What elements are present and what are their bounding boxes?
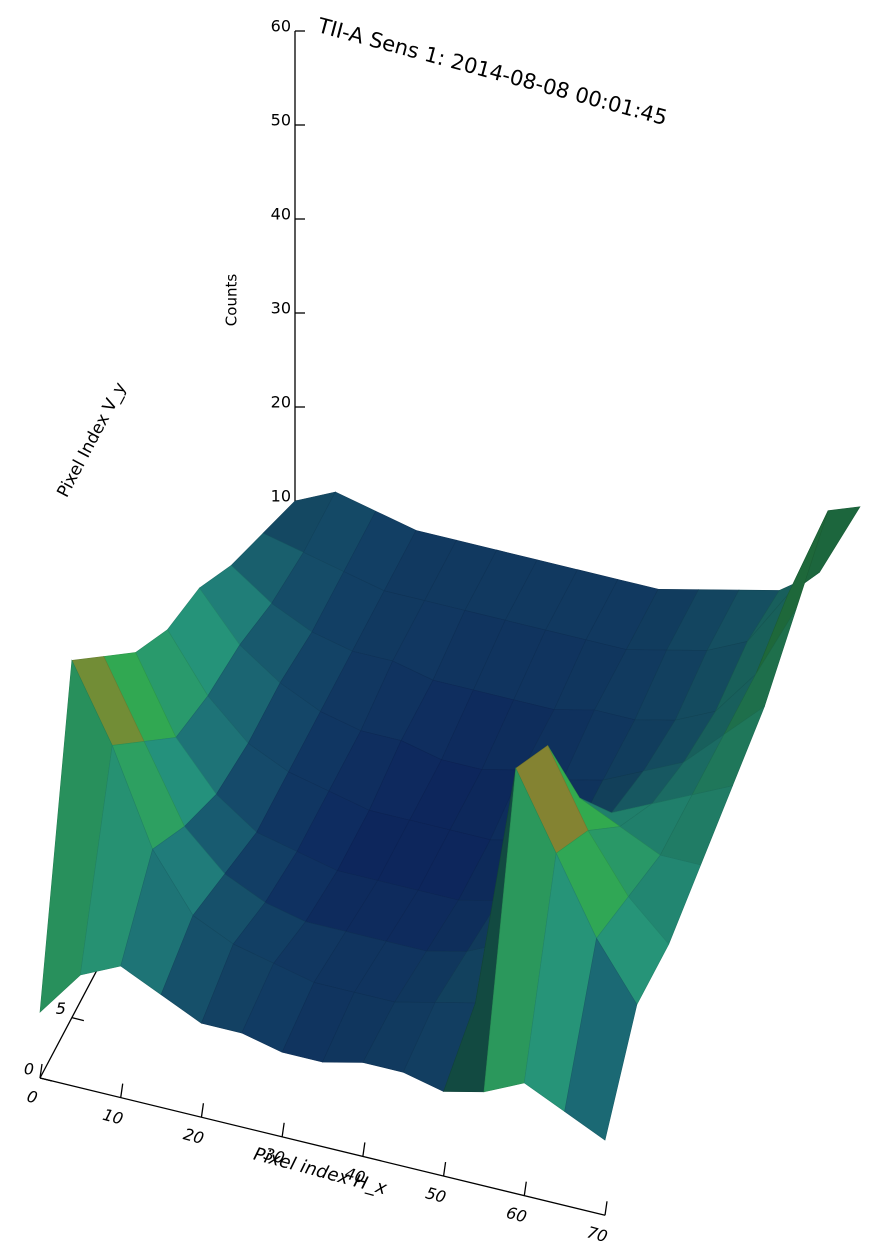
x-tick-label: 50: [424, 1183, 449, 1207]
x-tick-label: 10: [101, 1105, 126, 1129]
z-tick-label: 30: [271, 299, 291, 318]
x-tick-label: 0: [25, 1087, 40, 1108]
x-tick: [201, 1103, 203, 1117]
x-tick: [444, 1162, 446, 1176]
x-tick: [121, 1084, 123, 1098]
z-tick-label: 10: [271, 487, 291, 506]
x-tick: [524, 1182, 526, 1196]
x-tick-label: 20: [181, 1124, 206, 1148]
chart: TII-A Sens 1: 2014-08-08 00:01:45 Counts…: [0, 0, 893, 1251]
y-tick-label: 5: [56, 999, 66, 1018]
y-tick: [72, 1018, 84, 1021]
x-tick-label: 60: [504, 1203, 529, 1227]
y-axis-label: Pixel Index V_y: [53, 379, 130, 501]
z-tick-label: 50: [271, 111, 291, 130]
chart-title: TII-A Sens 1: 2014-08-08 00:01:45: [314, 13, 670, 130]
x-tick-label: 70: [585, 1223, 610, 1247]
z-tick-label: 40: [271, 205, 291, 224]
x-tick: [605, 1201, 607, 1215]
x-axis: [40, 1078, 605, 1215]
y-tick: [40, 1078, 52, 1081]
z-axis-label: Counts: [223, 274, 241, 327]
surface: [40, 492, 860, 1140]
z-tick-label: 60: [271, 17, 291, 36]
x-tick: [363, 1142, 365, 1156]
x-tick: [282, 1123, 284, 1137]
z-tick-label: 20: [271, 393, 291, 412]
y-tick-label: 0: [24, 1060, 34, 1079]
